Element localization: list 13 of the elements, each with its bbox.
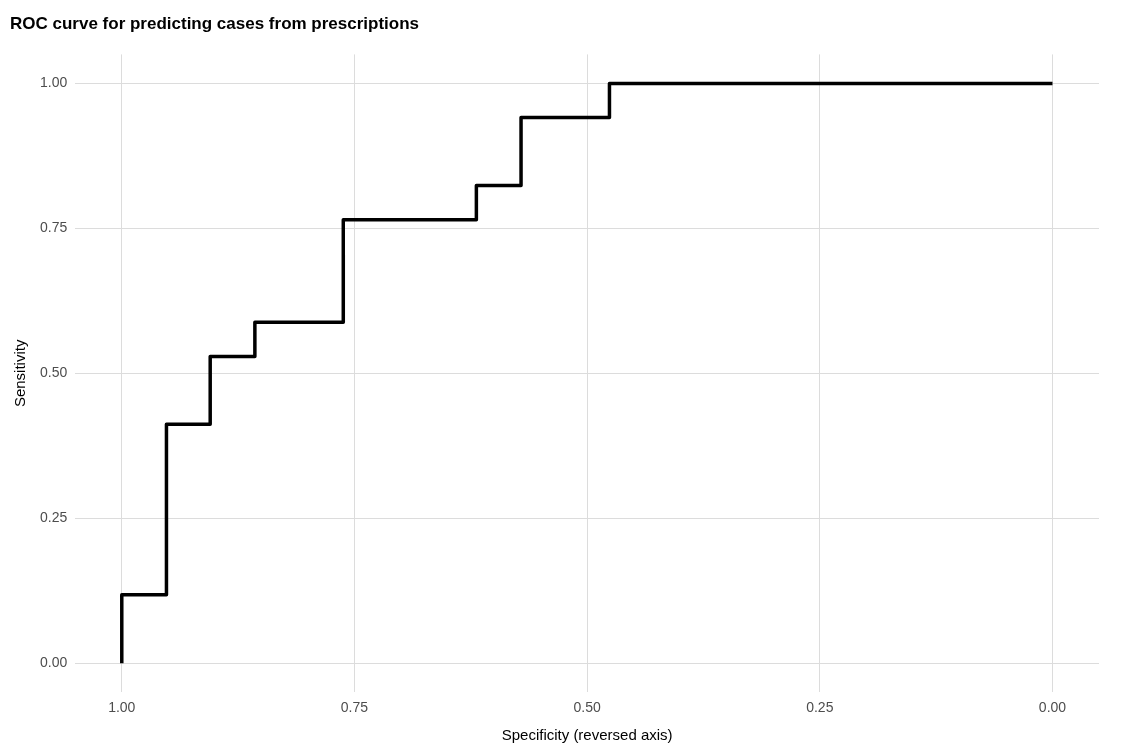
y-tick-label: 0.50 [40,364,68,381]
y-tick-label: 0.25 [40,509,68,526]
y-tick-label: 1.00 [40,74,68,91]
y-axis-title: Sensitivity [11,339,29,408]
y-tick-label: 0.00 [40,654,68,671]
y-tick-label: 0.75 [40,219,68,236]
x-tick-label: 0.25 [806,699,834,716]
x-tick-label: 0.00 [1038,699,1067,716]
x-axis-title: Specificity (reversed axis) [501,726,673,744]
x-tick-label: 0.50 [573,699,601,716]
x-tick-label: 1.00 [108,699,136,716]
x-tick-label: 0.75 [340,699,369,716]
chart-title: ROC curve for predicting cases from prescriptions [10,13,420,33]
